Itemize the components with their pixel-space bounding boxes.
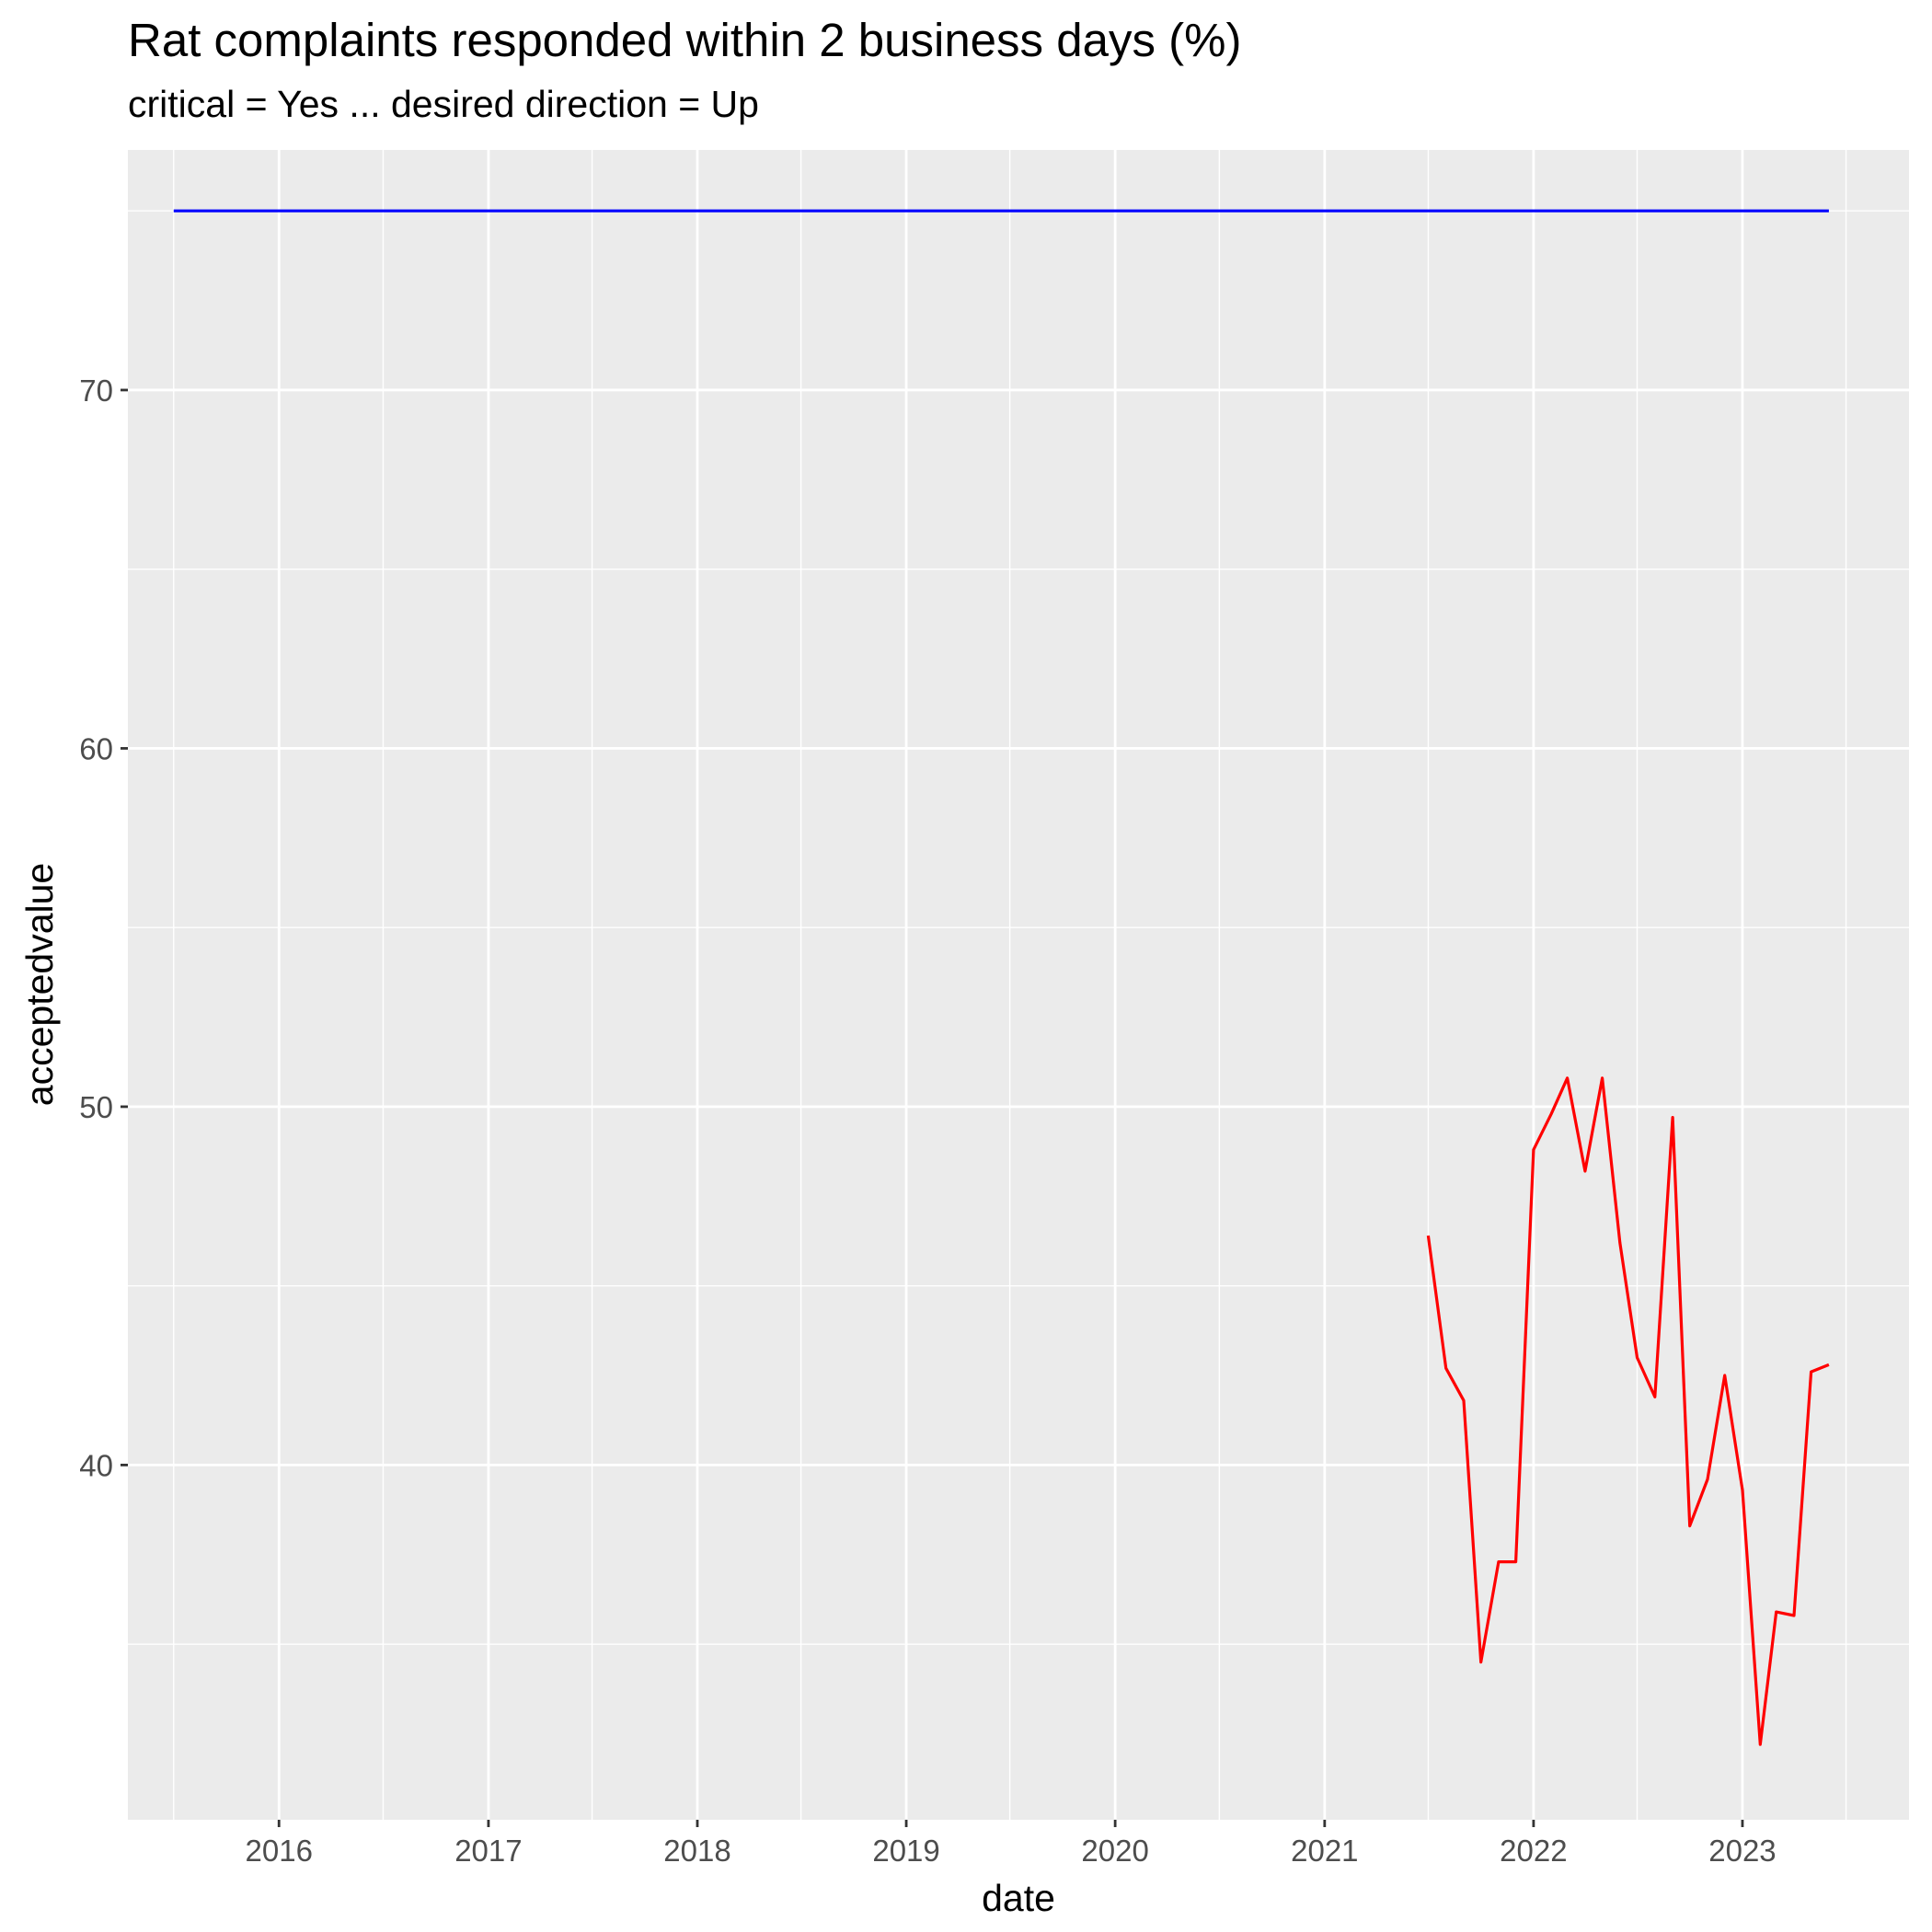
x-axis-title: date: [982, 1877, 1055, 1919]
series-layer: [173, 209, 1830, 1746]
y-tick-label: 70: [79, 374, 113, 408]
chart-subtitle: critical = Yes ... desired direction = U…: [128, 83, 759, 125]
series-line-2: [1426, 1076, 1830, 1746]
y-tick-label: 60: [79, 731, 113, 765]
y-axis-title: acceptedvalue: [18, 863, 61, 1106]
x-tick-label: 2016: [246, 1834, 313, 1868]
y-tick-label: 50: [79, 1090, 113, 1124]
plot-panel: [128, 150, 1909, 1820]
x-tick-label: 2017: [454, 1834, 522, 1868]
x-tick-label: 2019: [872, 1834, 939, 1868]
x-axis: 2016 2017 2018 2019 2020 2021 2022 2023: [246, 1820, 1777, 1868]
x-tick-label: 2023: [1708, 1834, 1776, 1868]
y-tick-label: 40: [79, 1448, 113, 1482]
chart-title: Rat complaints responded within 2 busine…: [128, 14, 1242, 66]
x-tick-label: 2020: [1081, 1834, 1148, 1868]
x-tick-label: 2022: [1500, 1834, 1567, 1868]
minor-gridlines: [128, 150, 1909, 1820]
x-tick-label: 2018: [663, 1834, 730, 1868]
major-gridlines: [128, 150, 1909, 1820]
x-tick-label: 2021: [1291, 1834, 1358, 1868]
y-axis: 40 50 60 70: [79, 374, 128, 1482]
